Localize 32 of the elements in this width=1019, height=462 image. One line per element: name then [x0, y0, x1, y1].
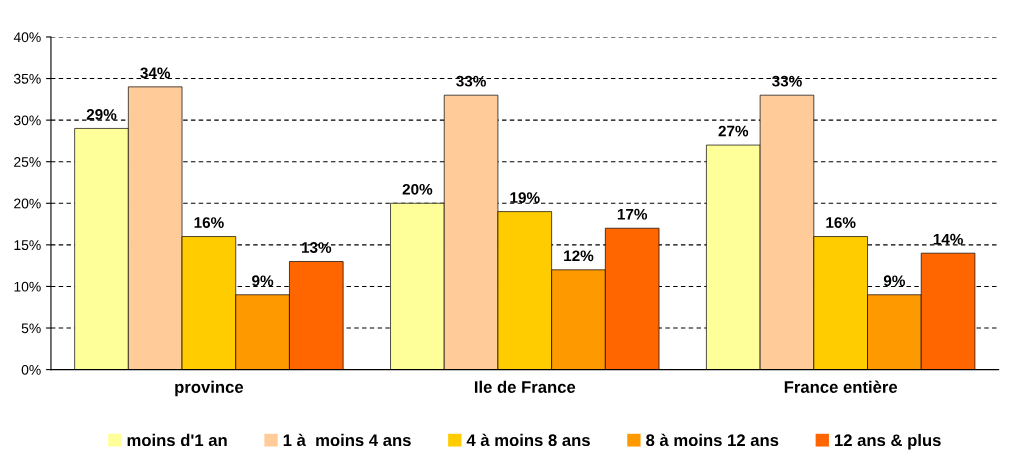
- y-tick-label: 0%: [21, 364, 41, 375]
- data-label: 9%: [252, 275, 274, 287]
- y-tick-label: 25%: [14, 157, 41, 167]
- data-label: 13%: [301, 242, 332, 253]
- data-label: 16%: [194, 217, 224, 228]
- x-tick-label: France entière: [784, 380, 898, 393]
- legend-label: 12 ans & plus: [835, 433, 941, 450]
- data-label: 33%: [456, 75, 486, 87]
- y-tick-label: 35%: [13, 73, 41, 84]
- x-tick-label: province: [175, 380, 244, 397]
- y-tick-label: 10%: [14, 281, 41, 292]
- data-label: 29%: [86, 109, 117, 120]
- data-label: 19%: [510, 192, 540, 204]
- data-label: 27%: [718, 125, 749, 137]
- data-label: 9%: [883, 275, 906, 287]
- legend-label: 4 à moins 8 ans: [466, 433, 590, 447]
- data-label: 14%: [933, 233, 963, 245]
- y-tick-label: 20%: [14, 198, 41, 209]
- data-label: 16%: [826, 217, 856, 228]
- data-label: 34%: [140, 67, 171, 79]
- data-label: 12%: [564, 250, 594, 262]
- legend-label: 8 à moins 12 ans: [646, 433, 779, 447]
- x-tick-label: Ile de France: [474, 380, 576, 393]
- data-label: 17%: [617, 208, 648, 220]
- y-tick-label: 15%: [14, 240, 41, 251]
- y-tick-label: 5%: [21, 323, 41, 334]
- legend-label: moins d'1 an: [127, 433, 227, 447]
- data-label: 20%: [402, 183, 433, 195]
- y-tick-label: 30%: [13, 115, 41, 126]
- y-tick-label: 40%: [13, 32, 41, 43]
- data-label: 33%: [772, 75, 802, 87]
- legend-label: 1 à moins 4 ans: [283, 433, 411, 447]
